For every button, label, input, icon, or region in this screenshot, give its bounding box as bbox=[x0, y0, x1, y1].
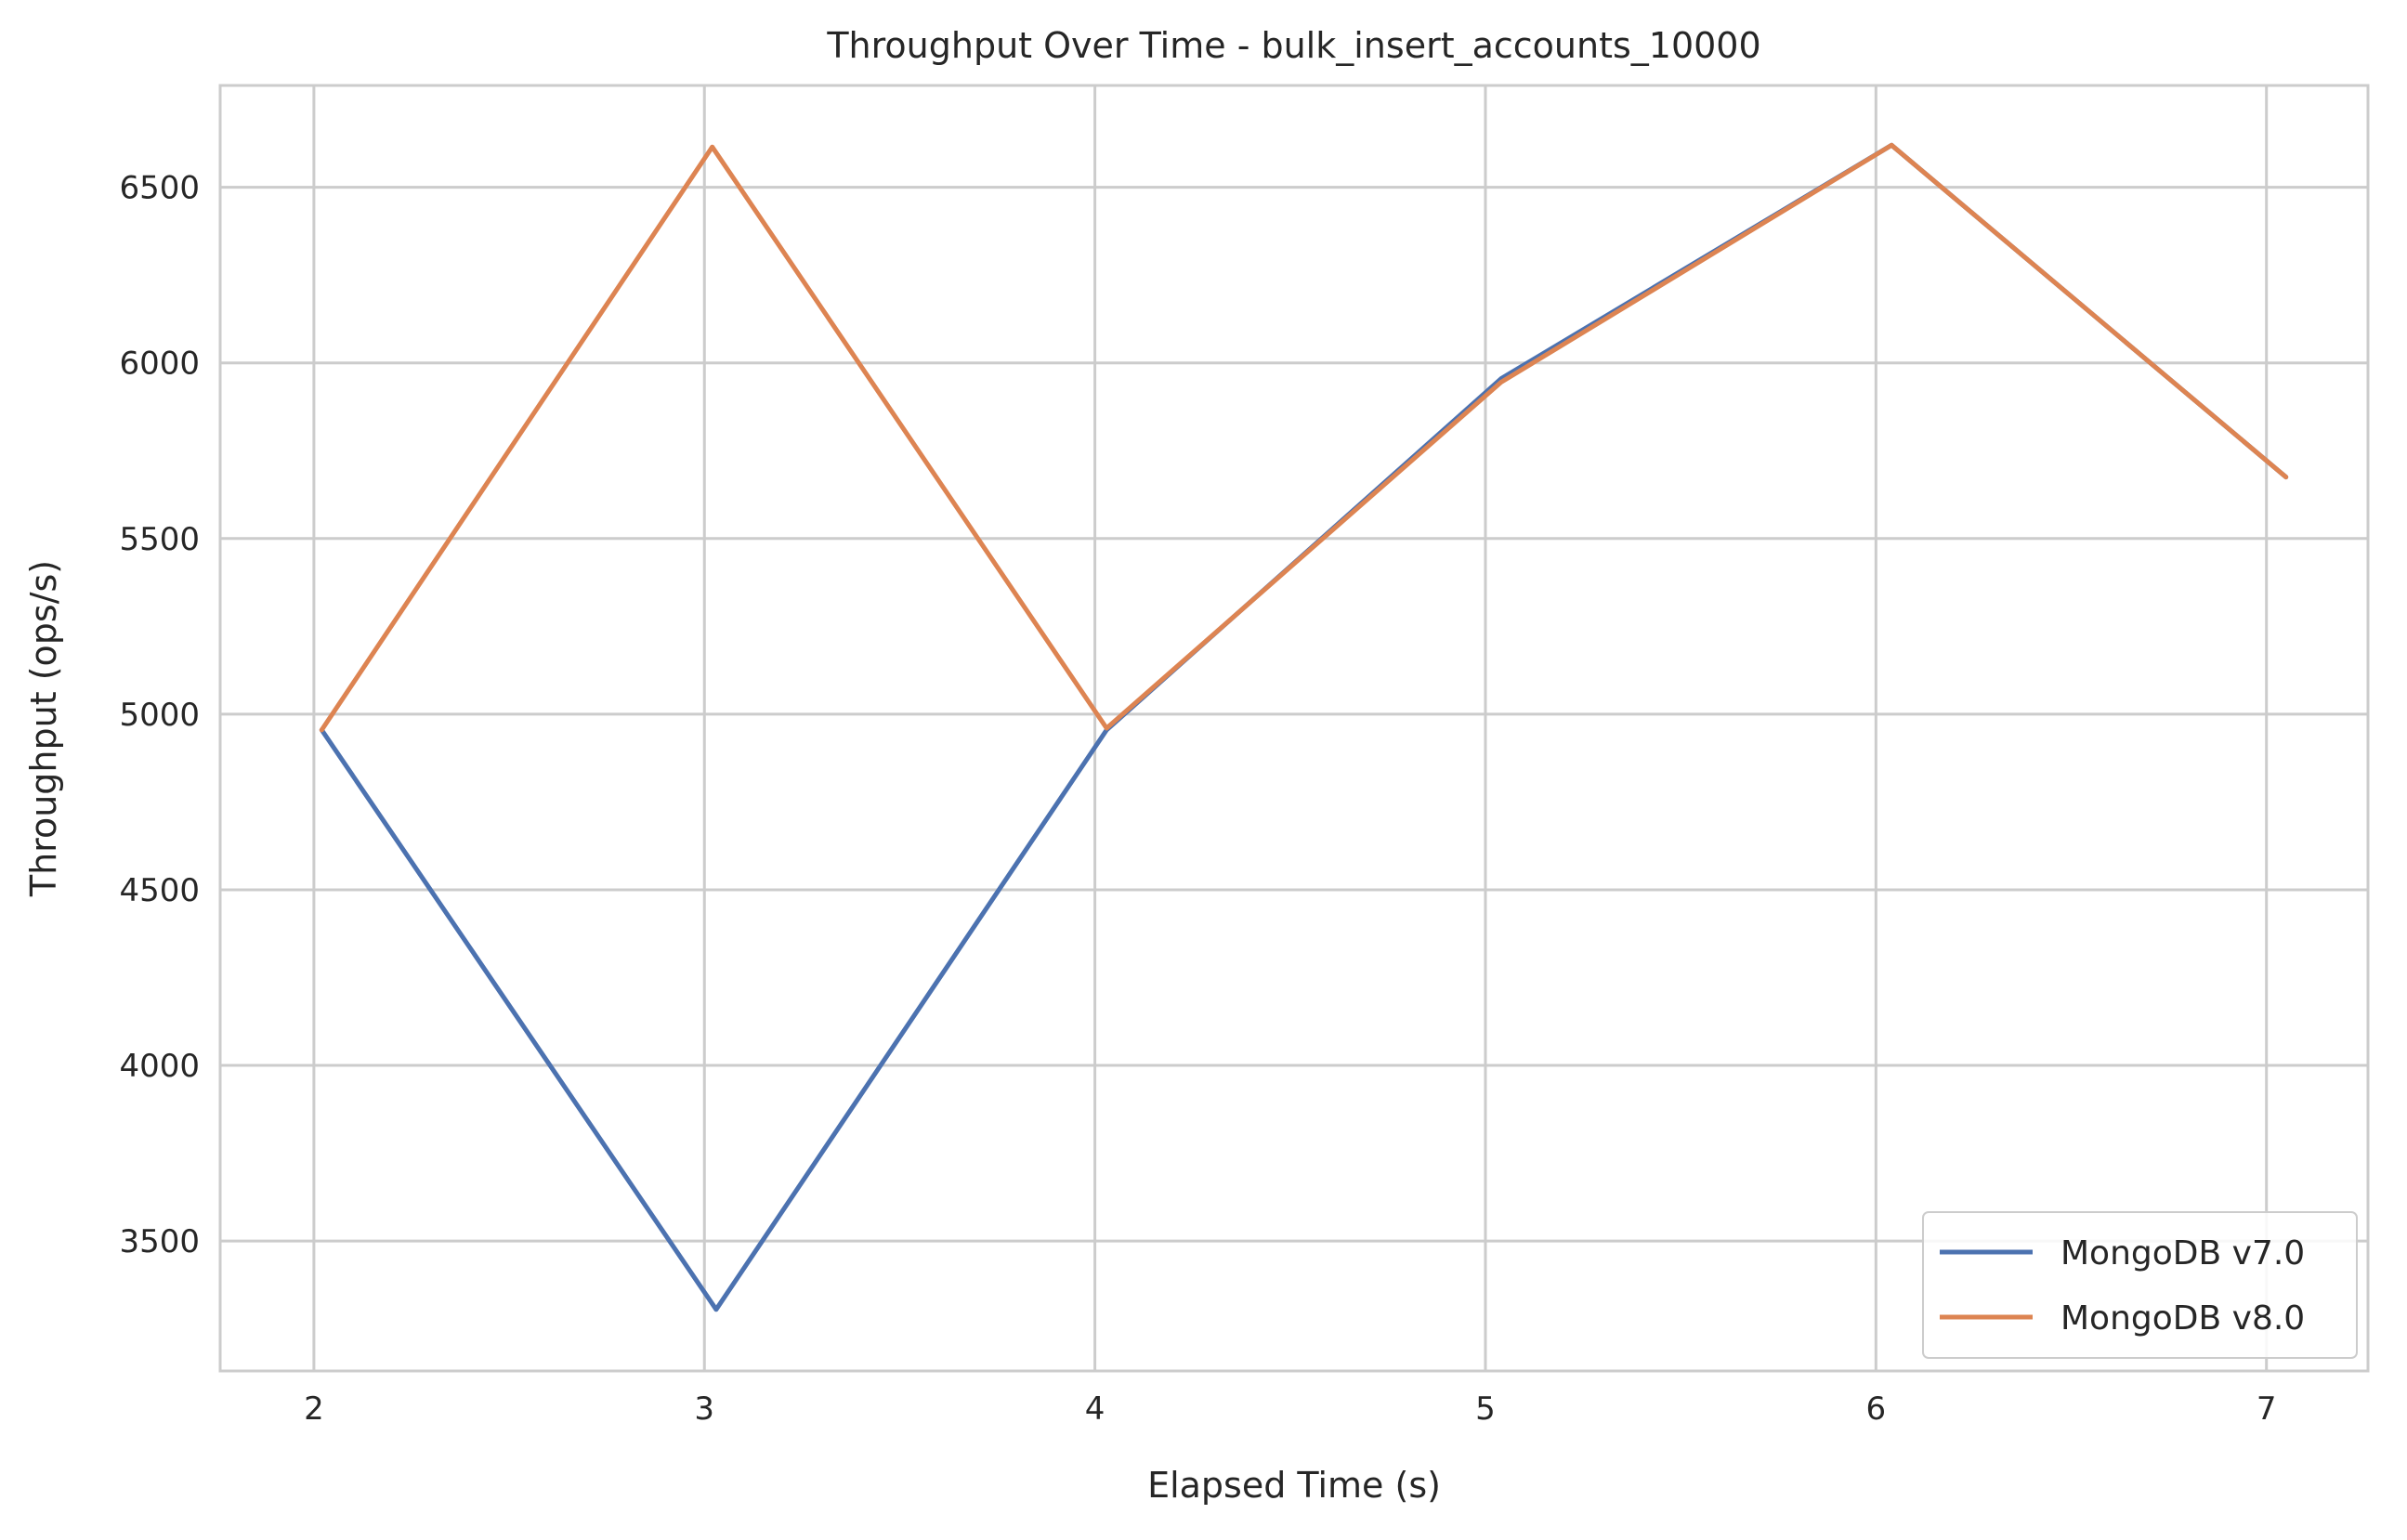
y-tick-label: 4500 bbox=[119, 872, 200, 909]
x-tick-label: 4 bbox=[1085, 1390, 1105, 1428]
y-axis-label: Throughput (ops/s) bbox=[23, 560, 64, 897]
chart-title: Throughput Over Time - bulk_insert_accou… bbox=[826, 25, 1760, 66]
x-tick-label: 7 bbox=[2257, 1390, 2277, 1428]
x-tick-label: 3 bbox=[694, 1390, 714, 1428]
y-tick-label: 6500 bbox=[119, 170, 200, 207]
x-tick-label: 2 bbox=[304, 1390, 324, 1428]
x-axis-label: Elapsed Time (s) bbox=[1147, 1465, 1441, 1506]
y-tick-label: 3500 bbox=[119, 1223, 200, 1260]
plot-frame bbox=[218, 84, 2370, 1373]
legend: MongoDB v7.0 MongoDB v8.0 bbox=[1922, 1211, 2358, 1359]
legend-label-mongodb-v7: MongoDB v7.0 bbox=[2060, 1234, 2305, 1272]
y-tick-label: 5000 bbox=[119, 697, 200, 734]
y-tick-label: 5500 bbox=[119, 521, 200, 558]
series-lines bbox=[319, 142, 2289, 1312]
legend-label-mongodb-v8: MongoDB v8.0 bbox=[2060, 1299, 2305, 1338]
y-tick-label: 6000 bbox=[119, 346, 200, 383]
x-tick-label: 6 bbox=[1866, 1390, 1887, 1428]
legend-box bbox=[1922, 1211, 2358, 1359]
series-line-mongodb-v8 bbox=[319, 142, 2289, 733]
y-tick-label: 4000 bbox=[119, 1048, 200, 1085]
x-tick-label: 5 bbox=[1475, 1390, 1496, 1428]
tick-labels: 2 3 4 5 6 7 3500 4000 4500 5000 5500 6000 6500 bbox=[119, 170, 2276, 1428]
